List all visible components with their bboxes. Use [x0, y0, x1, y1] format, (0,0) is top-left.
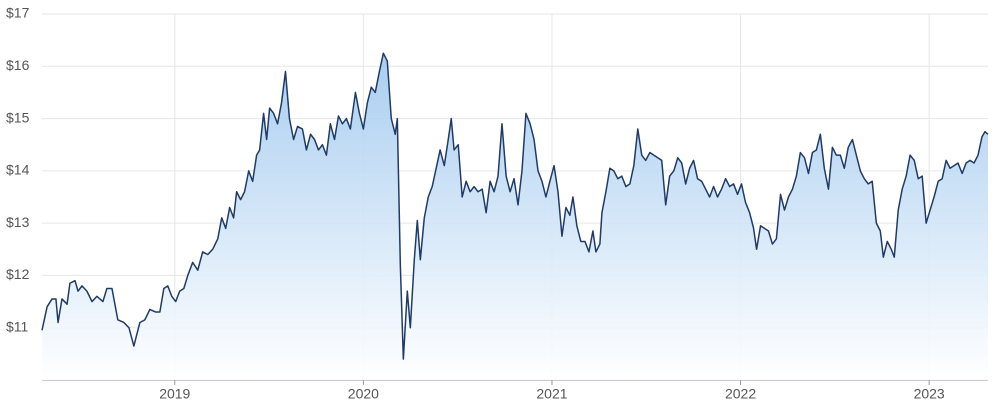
x-tick-label: 2019: [159, 386, 190, 402]
y-tick-label: $17: [6, 5, 30, 21]
x-tick-label: 2021: [536, 386, 567, 402]
line: [41, 52, 989, 360]
x-tick-label: 2020: [348, 386, 379, 402]
y-tick-label: $14: [6, 162, 30, 178]
x-tick-label: 2023: [914, 386, 945, 402]
x-tick-label: 2022: [725, 386, 756, 402]
y-tick-label: $11: [6, 318, 29, 334]
y-tick-label: $15: [6, 109, 30, 125]
y-tick-label: $12: [6, 266, 30, 282]
y-tick-label: $13: [6, 214, 30, 230]
y-tick-label: $16: [6, 57, 30, 73]
area: [42, 53, 988, 381]
